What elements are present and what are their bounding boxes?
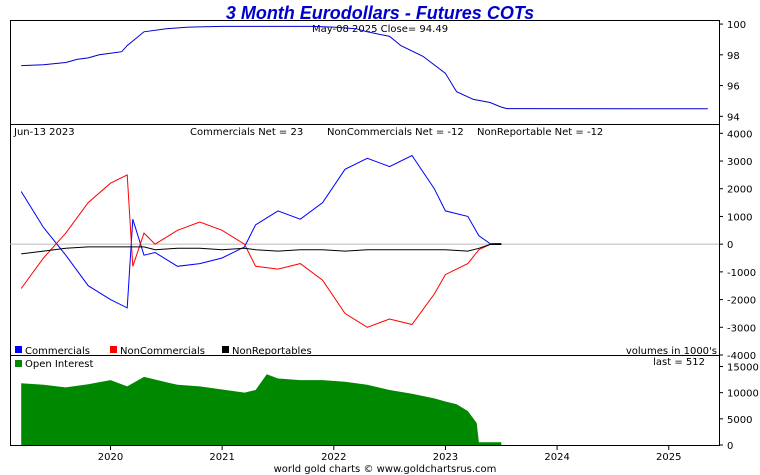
open-interest-area — [21, 374, 502, 445]
xtick-label-2023: 2023 — [433, 452, 458, 463]
oi-ytick-label: 5000 — [727, 415, 752, 426]
price-line — [21, 25, 708, 110]
oi-ytick-label: 10000 — [727, 389, 759, 400]
price-ytick-label: 94 — [727, 112, 740, 123]
xtick-label-2020: 2020 — [98, 452, 123, 463]
xtick-label-2025: 2025 — [656, 452, 681, 463]
xtick-label-2021: 2021 — [209, 452, 234, 463]
price-ytick-label: 100 — [727, 20, 746, 31]
price-ytick-label: 98 — [727, 51, 740, 62]
legend-label-nonreportables: NonReportables — [232, 346, 312, 357]
cot-ytick-label: 3000 — [727, 157, 752, 168]
noncommercials-net-label: NonCommercials Net = -12 — [327, 127, 464, 138]
oi-ytick-label: 15000 — [727, 362, 759, 373]
cot-ytick-label: 0 — [727, 240, 733, 251]
legend-label-noncommercials: NonCommercials — [120, 346, 205, 357]
series-line-commercials — [20, 154, 502, 309]
cot-ytick-label: -1000 — [727, 268, 756, 279]
legend-label-commercials: Commercials — [25, 346, 90, 357]
oi-ytick-label: 0 — [727, 441, 733, 452]
cot-ytick-label: -2000 — [727, 296, 756, 307]
volume-units-label: volumes in 1000's — [626, 346, 717, 357]
cot-ytick-label: 1000 — [727, 212, 752, 223]
price-annotation: May-08 2025 Close= 94.49 — [312, 24, 448, 35]
nonreportable-net-label: NonReportable Net = -12 — [477, 127, 603, 138]
cot-ytick-label: 4000 — [727, 129, 752, 140]
xtick-label-2022: 2022 — [321, 452, 346, 463]
cot-ytick-label: 2000 — [727, 185, 752, 196]
legend-swatch-noncommercials — [110, 346, 117, 353]
footer-credit: world gold charts © www.goldchartsrus.co… — [274, 464, 497, 475]
legend-swatch-open-interest — [15, 360, 22, 367]
commercials-net-label: Commercials Net = 23 — [190, 127, 303, 138]
legend-label-open-interest: Open Interest — [25, 359, 94, 370]
cot-date-label: Jun-13 2023 — [13, 127, 75, 138]
price-ytick-label: 96 — [727, 82, 740, 93]
oi-panel — [10, 355, 720, 446]
series-line-nonreportables — [21, 243, 502, 255]
cot-ytick-label: -3000 — [727, 323, 756, 334]
last-value-label: last = 512 — [653, 357, 705, 368]
legend-swatch-nonreportables — [222, 346, 229, 353]
series-line-noncommercials — [20, 174, 502, 328]
chart-title: 3 Month Eurodollars - Futures COTs — [226, 3, 534, 23]
legend-swatch-commercials — [15, 346, 22, 353]
cot-ytick-label: -4000 — [727, 351, 756, 362]
xtick-label-2024: 2024 — [544, 452, 569, 463]
